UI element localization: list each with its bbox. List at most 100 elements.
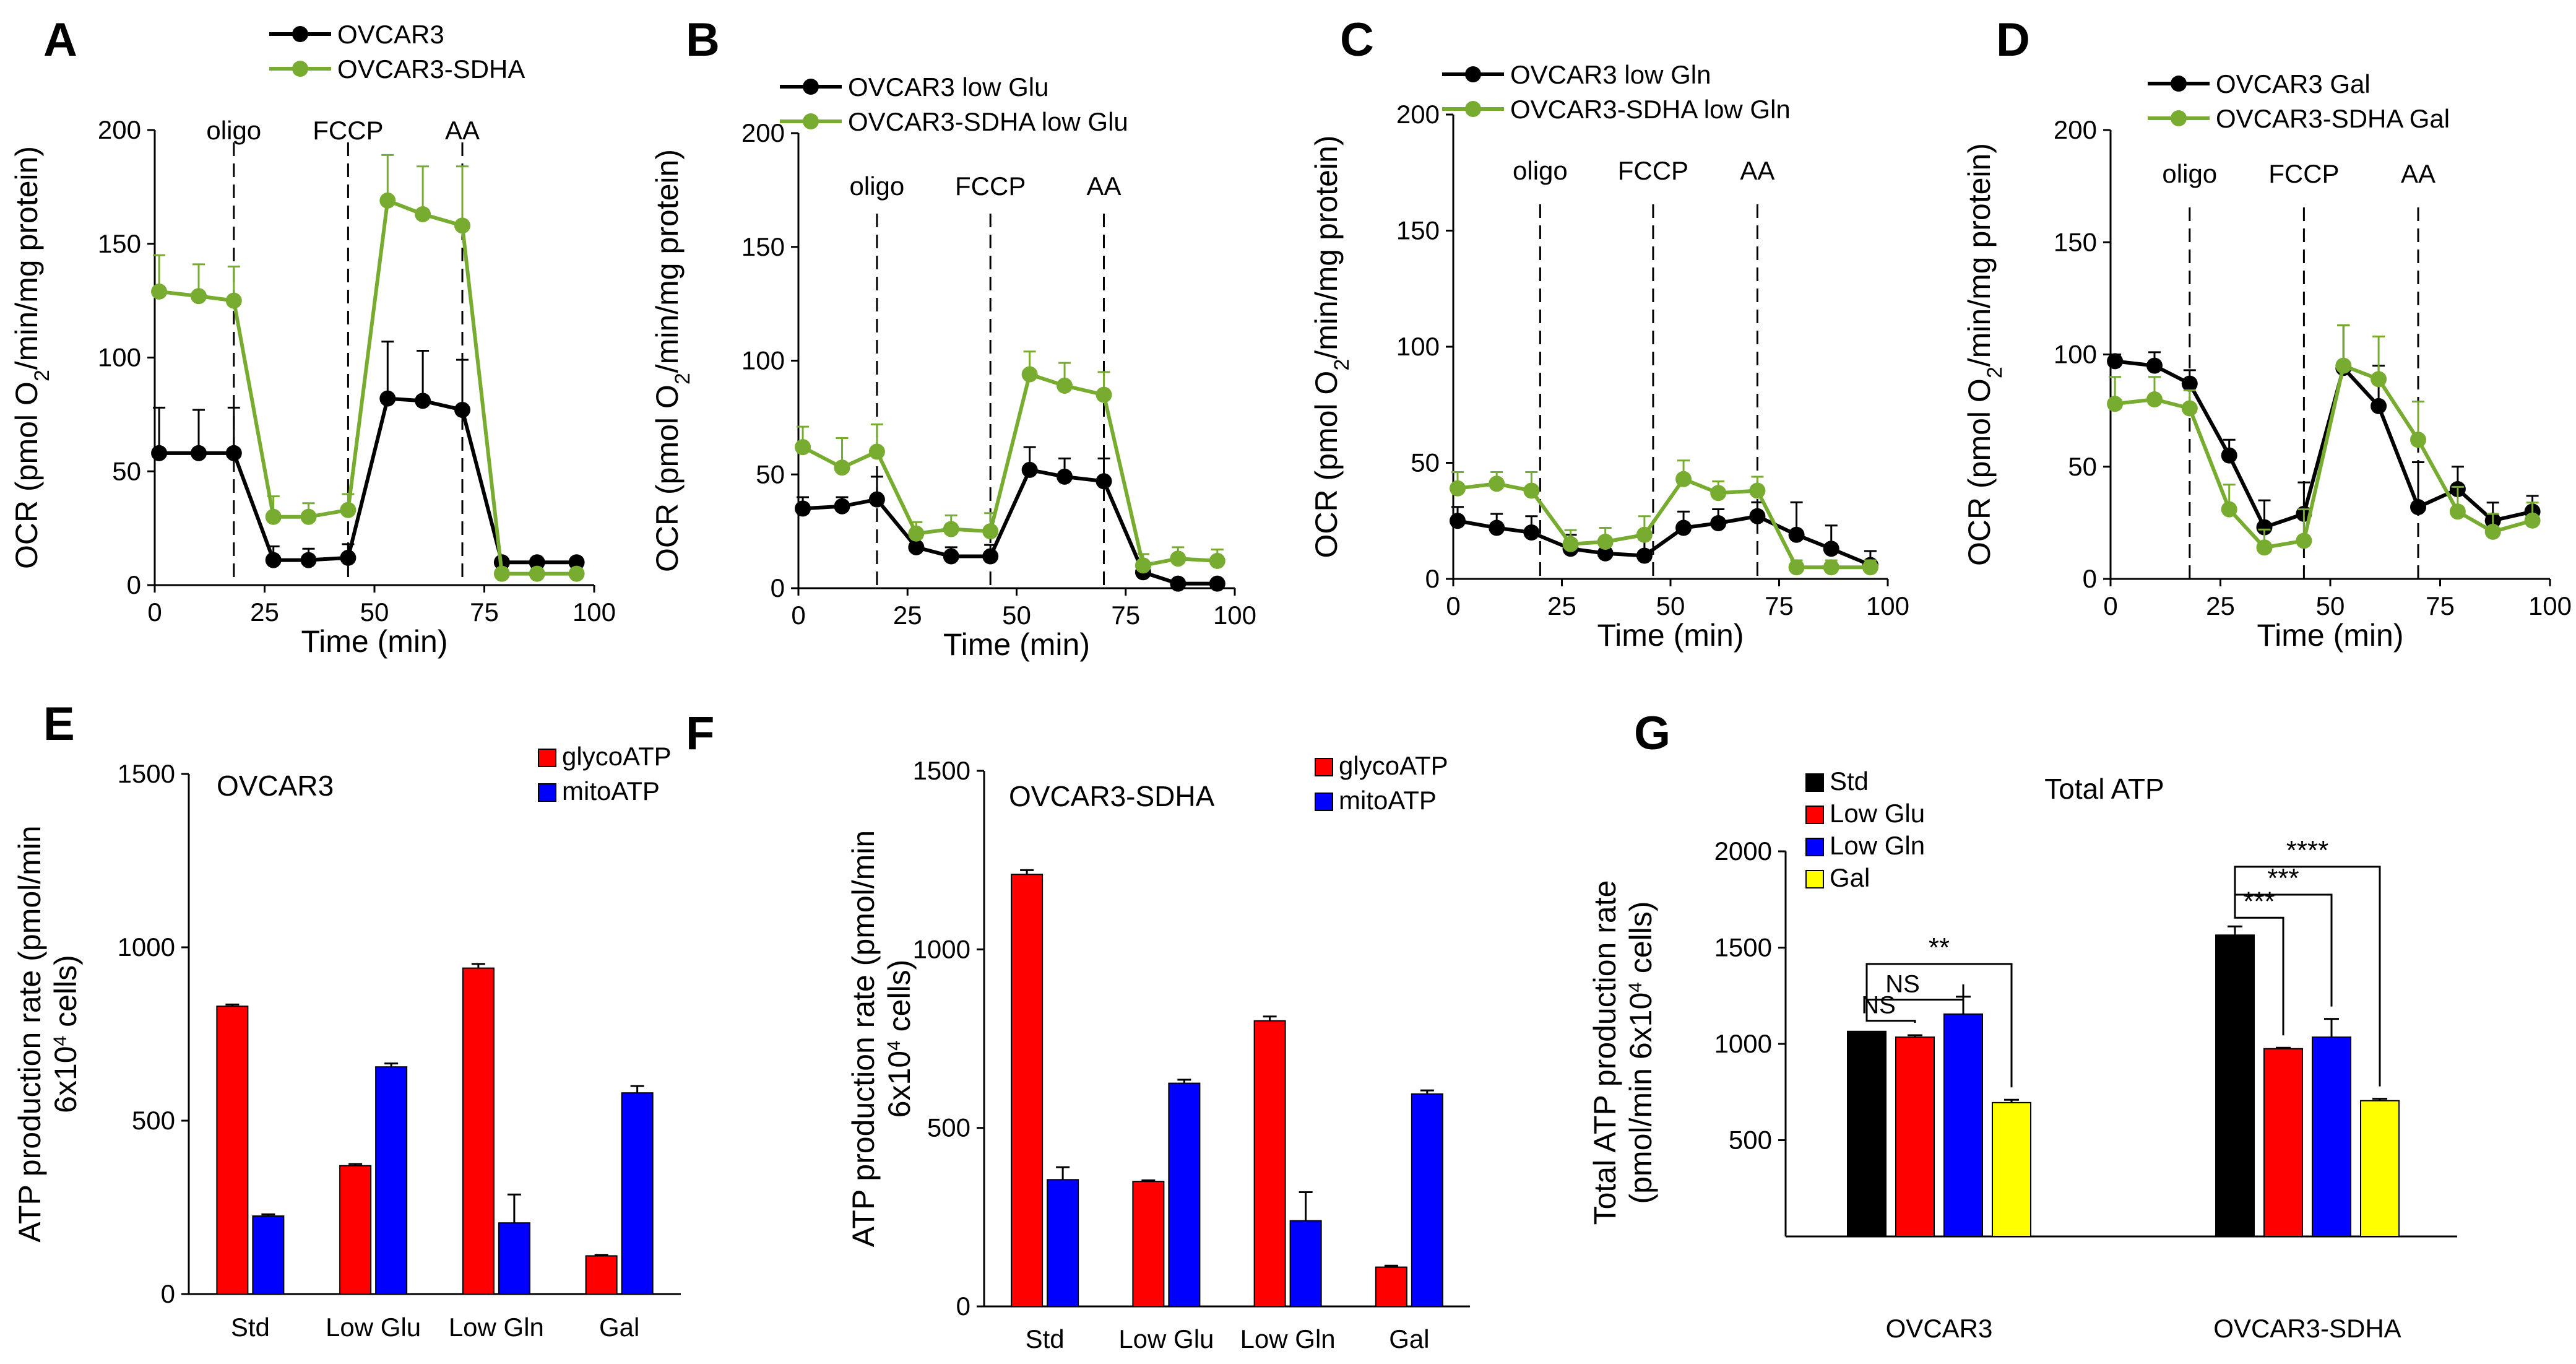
y-tick-label: 1000 <box>118 932 175 962</box>
y-tick-label: 200 <box>741 118 785 147</box>
y-axis-label: OCR (pmol O2/min/mg protein) <box>1962 143 2007 566</box>
data-point <box>1135 557 1151 574</box>
data-point <box>1562 536 1579 552</box>
data-point <box>908 525 925 542</box>
bar <box>1992 1101 2031 1237</box>
data-point <box>1636 547 1653 564</box>
injection-label-aa: AA <box>1086 172 1121 201</box>
x-tick-label: 100 <box>1213 601 1256 630</box>
x-tick-label: 50 <box>360 597 389 627</box>
data-point <box>1523 482 1540 499</box>
x-axis-label: Time (min) <box>943 627 1090 662</box>
bar <box>1132 1181 1165 1307</box>
x-axis-label: Time (min) <box>301 624 447 659</box>
bar <box>2215 934 2255 1238</box>
y-tick-label: 200 <box>98 115 141 144</box>
y-tick-label: 0 <box>1425 564 1440 593</box>
data-point <box>265 508 282 525</box>
data-point <box>1749 482 1766 499</box>
legend-entry: glycoATP <box>1339 751 1448 780</box>
data-point <box>1597 545 1614 562</box>
data-point <box>943 548 959 565</box>
series-line <box>158 198 577 576</box>
injection-label-oligo: oligo <box>2162 159 2217 188</box>
injection-label-fccp: FCCP <box>313 116 383 145</box>
chart-title: Total ATP <box>2044 773 2164 805</box>
legend-entry: Std <box>1830 767 1869 796</box>
data-point <box>1489 476 1505 492</box>
legend-entry: OVCAR3-SDHA <box>337 54 525 84</box>
legend-swatch-marker <box>1465 101 1481 117</box>
y-axis-label-line2: (pmol/min 6x104 cells) <box>1623 901 1658 1204</box>
x-tick-label: 0 <box>791 601 805 630</box>
bar <box>1047 1179 1079 1307</box>
chart-title: OVCAR3 <box>217 770 334 802</box>
data-point <box>2146 357 2163 374</box>
data-point <box>1788 526 1805 543</box>
x-tick-label: 75 <box>470 597 499 627</box>
y-axis-label-line1: Total ATP production rate <box>1588 880 1622 1225</box>
data-point <box>2221 501 2237 518</box>
y-tick-label: 50 <box>2068 452 2097 481</box>
significance-label: NS <box>1885 970 1920 997</box>
data-point <box>2256 539 2273 556</box>
x-tick-label: 75 <box>1765 591 1794 620</box>
line-chart-C: C 0 50 100 150 200 0 25 50 75 100 Time (min) OCR (pm… <box>1309 14 1909 653</box>
data-point <box>265 552 282 568</box>
legend-swatch-marker <box>803 79 819 95</box>
data-point <box>795 500 811 517</box>
y-tick-label: 150 <box>741 232 785 261</box>
bar <box>216 1006 249 1295</box>
significance-label: ** <box>1929 932 1950 963</box>
series-line <box>1457 477 1870 570</box>
legend: OVCAR3 Gal OVCAR3-SDHA Gal <box>2148 69 2450 133</box>
data-point <box>529 554 545 571</box>
data-point <box>1450 513 1466 529</box>
y-axis-label-line2: 6x104 cells) <box>882 960 917 1118</box>
data-point <box>1096 386 1112 403</box>
bar <box>498 1222 530 1295</box>
legend-entry: OVCAR3 low Gln <box>1510 60 1711 89</box>
y-tick-label: 150 <box>2054 227 2097 256</box>
data-point <box>1450 480 1466 497</box>
bar <box>1943 1013 1983 1238</box>
legend: glycoATP mitoATP <box>538 742 672 806</box>
data-point <box>225 292 242 309</box>
data-point <box>2146 391 2163 407</box>
injection-label-fccp: FCCP <box>2268 159 2339 188</box>
y-tick-label: 0 <box>161 1279 175 1308</box>
bar <box>2312 1036 2351 1237</box>
x-tick-label: 50 <box>1002 601 1031 630</box>
legend-entry: OVCAR3 <box>337 20 444 49</box>
y-tick-label: 50 <box>1411 448 1440 477</box>
legend-entry: mitoATP <box>1339 786 1437 815</box>
legend-swatch <box>1315 758 1333 776</box>
legend-entry: OVCAR3-SDHA low Glu <box>848 107 1128 136</box>
series-parental <box>2107 324 2541 536</box>
panel-letter-E: E <box>43 698 75 750</box>
x-tick-label: 100 <box>2528 591 2572 620</box>
bar-chart-G: G Total ATP 500 1000 1500 2000 Total ATP produ… <box>1588 707 2457 1343</box>
data-point <box>2296 532 2312 549</box>
data-point <box>1710 515 1727 531</box>
line-chart-B: B 0 50 100 150 200 0 25 50 75 100 Time (min) OCR (pm… <box>650 14 1256 662</box>
data-point <box>191 445 207 461</box>
series-line <box>2114 359 2533 530</box>
bar <box>462 967 495 1295</box>
y-tick-label: 0 <box>771 573 785 602</box>
data-point <box>1597 534 1614 550</box>
injection-label-fccp: FCCP <box>1618 156 1688 185</box>
legend-swatch-marker <box>803 113 819 129</box>
bar <box>2360 1100 2400 1237</box>
legend-swatch <box>538 749 556 767</box>
y-tick-label: 50 <box>756 459 785 489</box>
series-sdha <box>1450 459 1878 576</box>
bracket-line <box>2234 914 2284 1036</box>
y-tick-label: 100 <box>741 346 785 375</box>
legend-swatch <box>1805 773 1824 792</box>
significance-label: *** <box>2243 886 2275 916</box>
panel-letter-F: F <box>686 707 714 760</box>
data-point <box>191 288 207 305</box>
y-tick-label: 2000 <box>1714 836 1772 866</box>
